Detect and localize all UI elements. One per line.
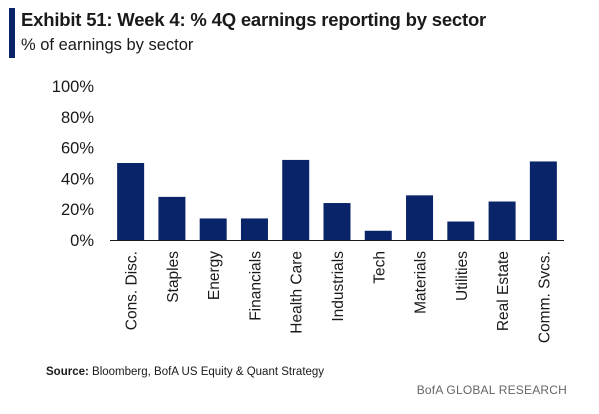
- x-tick-label: Financials: [247, 251, 264, 321]
- bar-materials: [406, 195, 434, 240]
- y-tick-label: 60%: [61, 140, 94, 158]
- y-tick-label: 40%: [61, 170, 94, 188]
- bar-staples: [158, 196, 186, 240]
- x-tick-label: Materials: [413, 251, 430, 314]
- source-note: Source: Bloomberg, BofA US Equity & Quan…: [46, 366, 324, 378]
- bar-utilities: [447, 221, 475, 240]
- x-tick-label: Real Estate: [495, 251, 512, 331]
- brand-footer: BofA GLOBAL RESEARCH: [416, 383, 567, 397]
- bar-chart: 0% 20% 40% 60% 80% 100% Cons. Disc. Staples Ener…: [52, 78, 564, 343]
- source-label: Source:: [46, 366, 89, 378]
- chart-subtitle: % of earnings by sector: [21, 36, 194, 54]
- title-accent-bar: [9, 8, 15, 58]
- bar-tech: [364, 230, 392, 240]
- y-tick-label: 80%: [61, 109, 94, 127]
- bar-industrials: [323, 203, 351, 240]
- x-tick-label: Comm. Svcs.: [536, 251, 553, 343]
- bar-real-estate: [488, 201, 516, 240]
- chart-title: Exhibit 51: Week 4: % 4Q earnings report…: [21, 9, 487, 30]
- bar-health-care: [282, 159, 310, 240]
- bar-energy: [199, 218, 227, 240]
- bar-cons-disc: [117, 163, 145, 240]
- y-tick-label: 0%: [70, 232, 94, 250]
- source-text: Bloomberg, BofA US Equity & Quant Strate…: [88, 366, 325, 378]
- x-tick-label: Tech: [371, 251, 388, 284]
- y-tick-label: 100%: [52, 78, 95, 96]
- x-tick-label: Energy: [206, 251, 223, 300]
- x-tick-label: Cons. Disc.: [124, 251, 141, 330]
- x-tick-label: Staples: [165, 251, 182, 303]
- x-tick-label: Health Care: [289, 251, 306, 334]
- bar-comm-svcs: [529, 161, 557, 240]
- bar-financials: [240, 218, 268, 240]
- x-tick-label: Industrials: [330, 251, 347, 322]
- y-tick-label: 20%: [61, 201, 94, 219]
- x-tick-label: Utilities: [454, 251, 471, 301]
